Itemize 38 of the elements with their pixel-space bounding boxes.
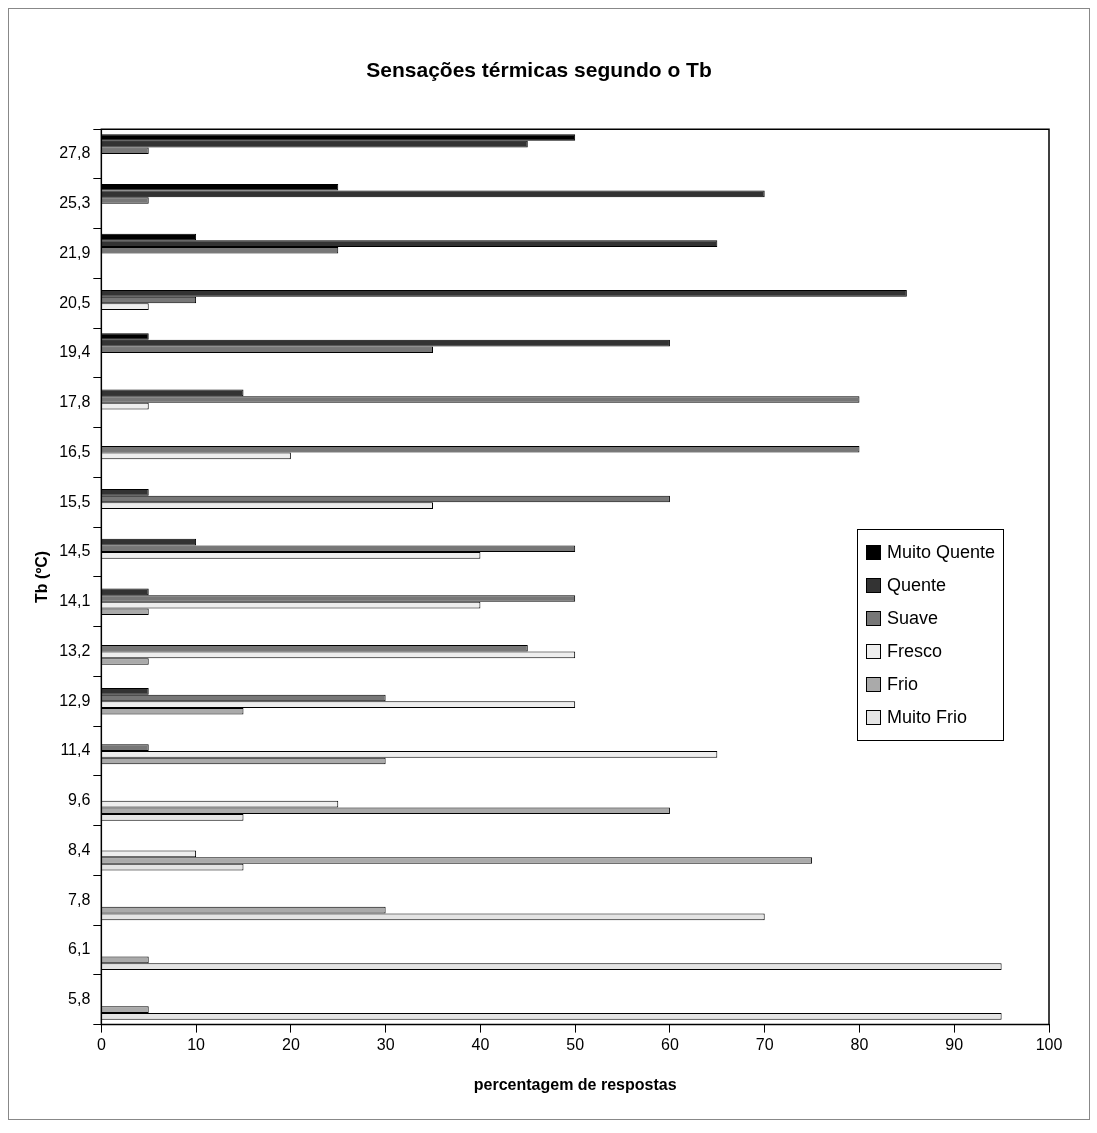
x-tick-label: 70 bbox=[755, 1035, 774, 1053]
y-tick-label: 9,6 bbox=[68, 791, 91, 809]
legend-label: Fresco bbox=[886, 641, 942, 662]
x-tick-label: 50 bbox=[566, 1035, 585, 1053]
y-tick-label: 12,9 bbox=[59, 691, 91, 709]
x-tick-label: 20 bbox=[281, 1035, 300, 1053]
y-tick-label: 13,2 bbox=[59, 641, 91, 659]
x-tick-label: 40 bbox=[471, 1035, 490, 1053]
y-tick-label: 15,5 bbox=[59, 492, 91, 510]
x-tick-label: 0 bbox=[96, 1035, 106, 1053]
y-tick-label: 7,8 bbox=[68, 890, 91, 908]
y-tick-label: 20,5 bbox=[59, 293, 91, 311]
legend-label: Muito Frio bbox=[886, 707, 967, 728]
x-tick-label: 100 bbox=[1035, 1035, 1063, 1053]
y-tick-label: 17,8 bbox=[59, 393, 91, 411]
y-tick-label: 14,5 bbox=[59, 542, 91, 560]
x-axis-title: percentagem de respostas bbox=[473, 1075, 677, 1093]
x-tick-label: 90 bbox=[945, 1035, 964, 1053]
y-tick-label: 11,4 bbox=[60, 741, 91, 759]
legend-label: Frio bbox=[886, 674, 918, 695]
x-tick-label: 30 bbox=[376, 1035, 395, 1053]
x-tick-label: 10 bbox=[187, 1035, 206, 1053]
y-tick-label: 21,9 bbox=[59, 243, 91, 261]
y-tick-label: 5,8 bbox=[68, 990, 91, 1008]
y-tick-label: 14,1 bbox=[59, 592, 91, 610]
legend-label: Muito Quente bbox=[886, 542, 995, 563]
y-tick-label: 16,5 bbox=[59, 442, 91, 460]
y-tick-label: 6,1 bbox=[68, 940, 91, 958]
x-tick-label: 60 bbox=[661, 1035, 679, 1053]
legend-label: Quente bbox=[886, 575, 946, 596]
x-tick-label: 80 bbox=[850, 1035, 869, 1053]
y-tick-label: 8,4 bbox=[68, 840, 91, 858]
chart-title: Sensações térmicas segundo o Tb bbox=[366, 58, 712, 82]
y-axis-title: Tb (ºC) bbox=[33, 550, 51, 603]
y-tick-label: 19,4 bbox=[59, 343, 91, 361]
y-tick-label: 25,3 bbox=[59, 194, 91, 212]
legend-label: Suave bbox=[886, 608, 938, 629]
y-tick-label: 27,8 bbox=[59, 144, 91, 162]
